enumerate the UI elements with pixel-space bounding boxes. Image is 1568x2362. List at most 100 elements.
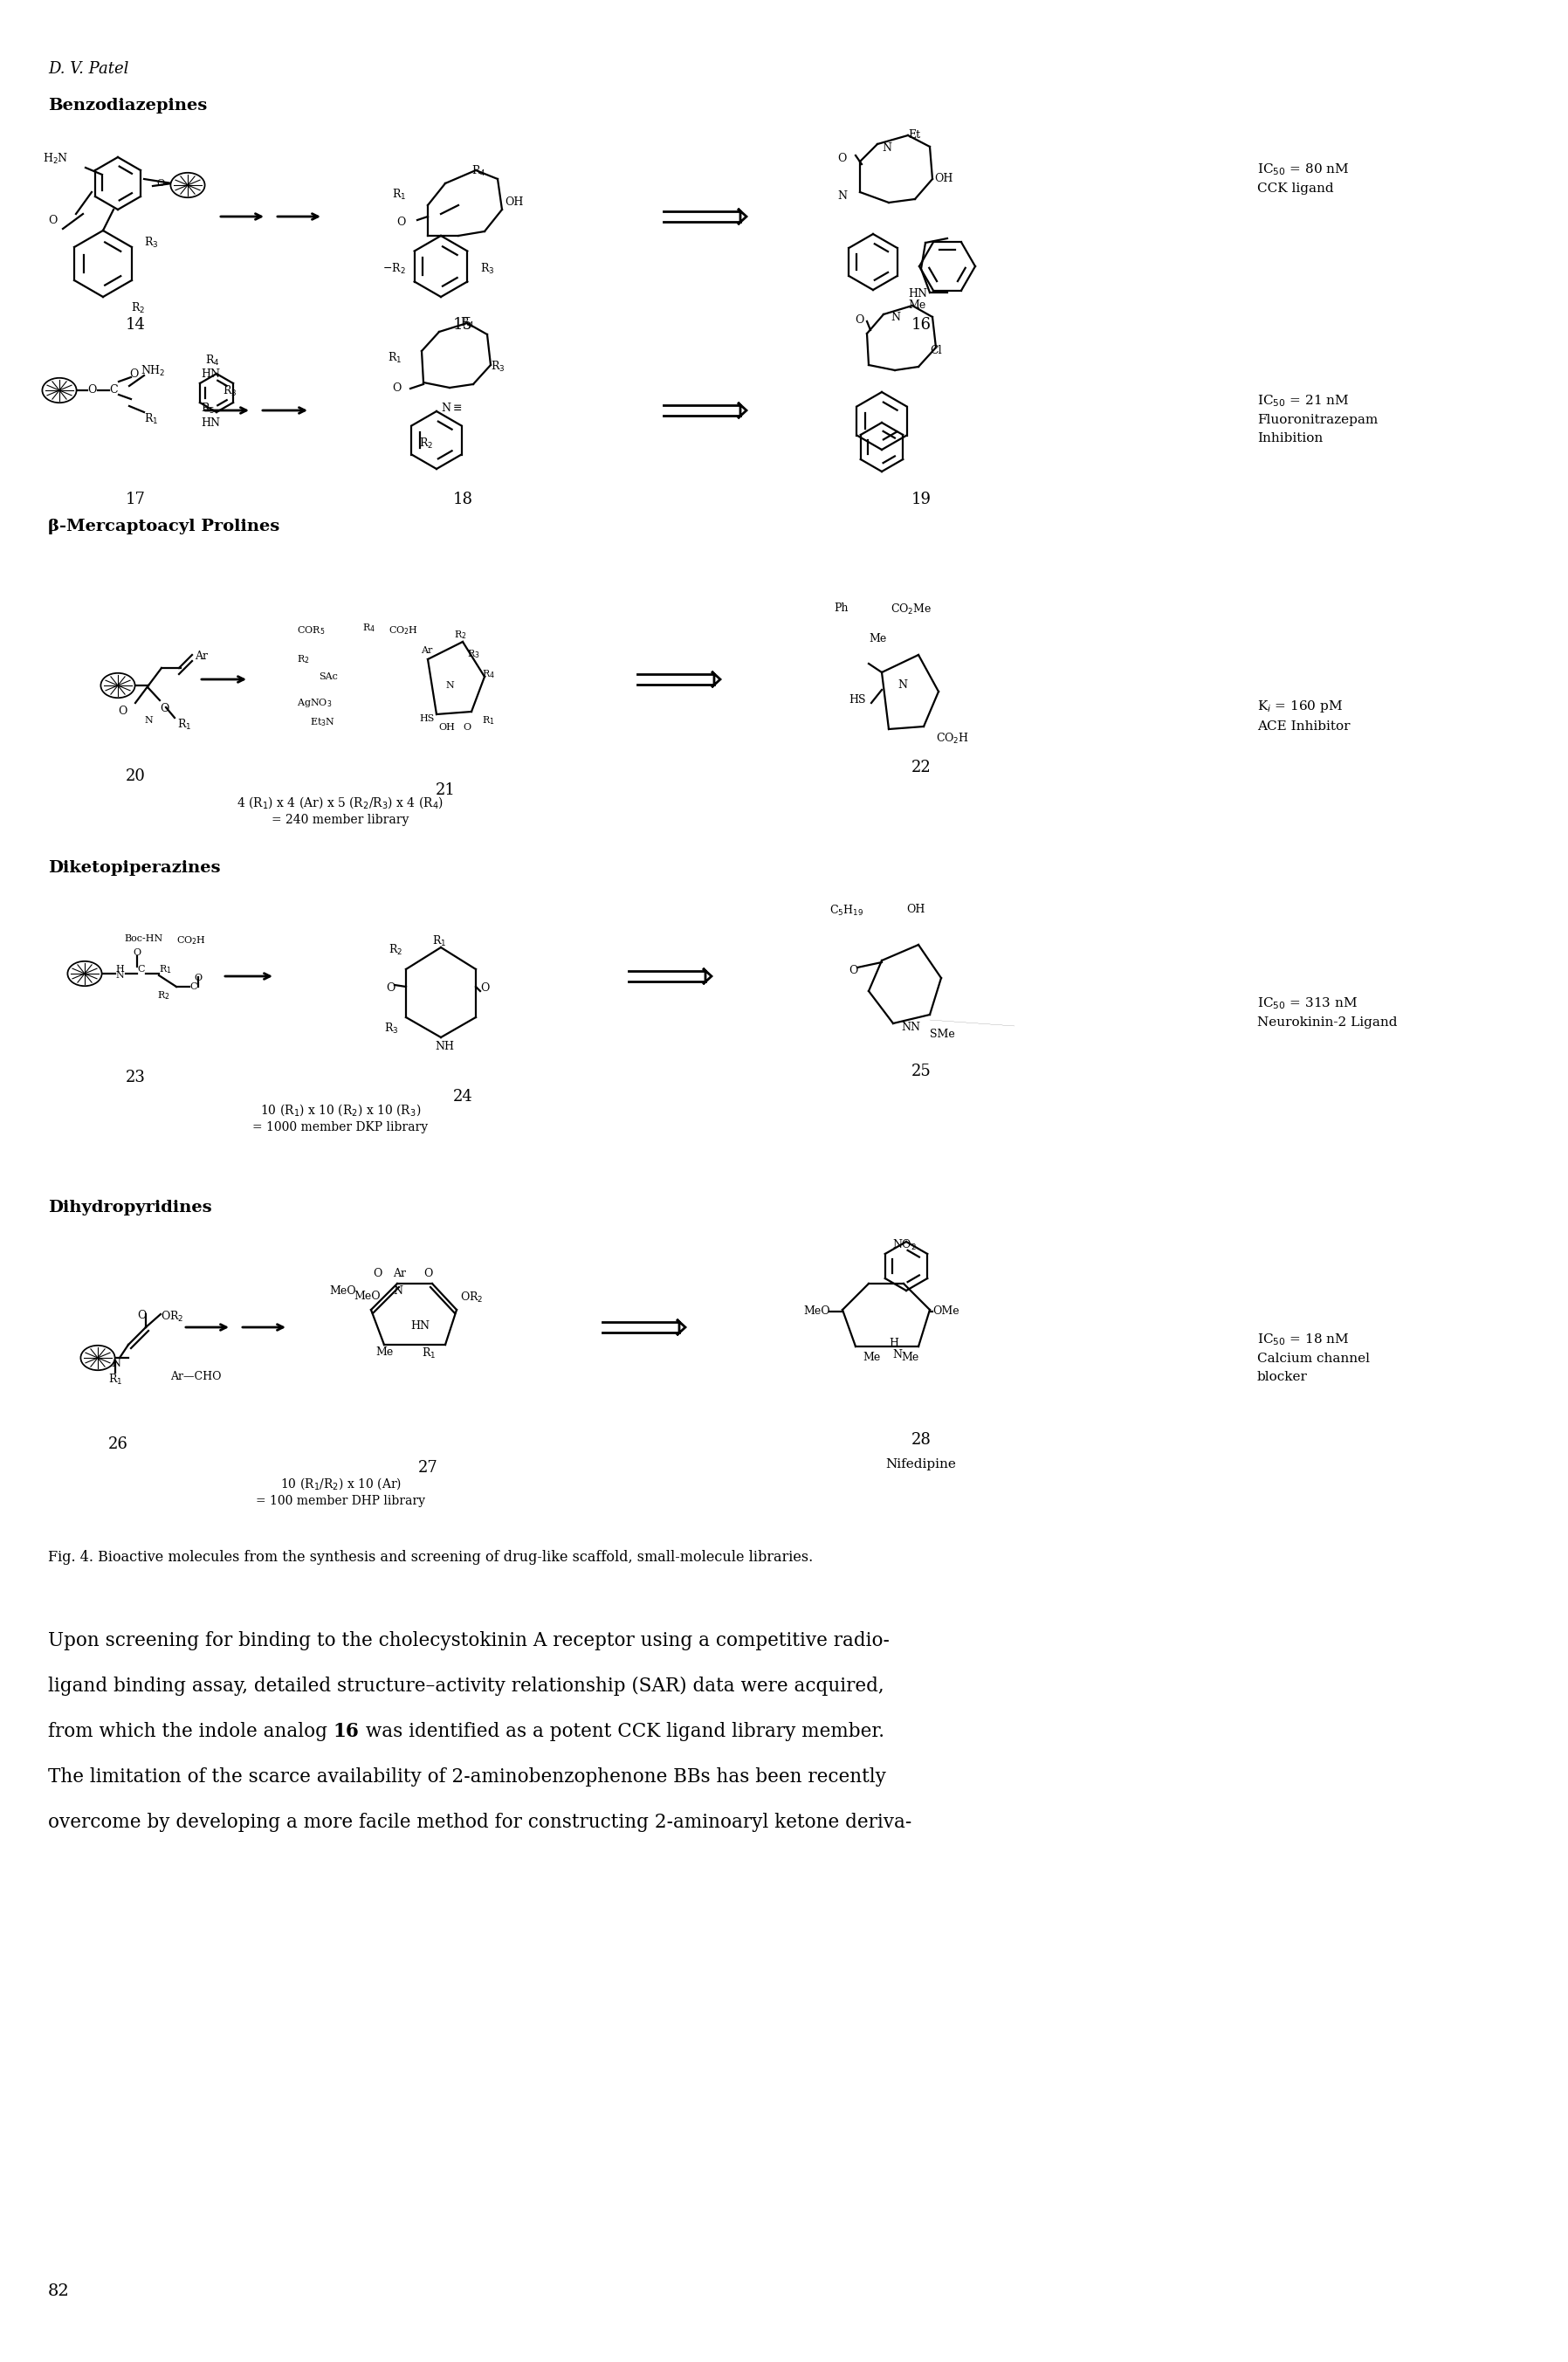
- Text: Ar: Ar: [420, 647, 433, 654]
- Ellipse shape: [80, 1346, 114, 1370]
- Ellipse shape: [69, 964, 100, 985]
- Text: 27: 27: [417, 1460, 437, 1476]
- Text: overcome by developing a more facile method for constructing 2-aminoaryl ketone : overcome by developing a more facile met…: [49, 1812, 911, 1833]
- Text: NH: NH: [434, 1042, 455, 1051]
- Text: K$_i$ = 160 pM
ACE Inhibitor: K$_i$ = 160 pM ACE Inhibitor: [1258, 699, 1350, 732]
- Text: O: O: [463, 723, 470, 732]
- Text: C$_5$H$_{19}$: C$_5$H$_{19}$: [829, 905, 864, 919]
- Text: R$_3$: R$_3$: [144, 236, 158, 250]
- Text: Ar: Ar: [194, 650, 209, 661]
- Text: Dihydropyridines: Dihydropyridines: [49, 1200, 212, 1216]
- Text: N: N: [445, 680, 453, 690]
- Text: Ar: Ar: [394, 1268, 406, 1280]
- Text: R$_3$: R$_3$: [384, 1023, 398, 1035]
- Text: COR$_5$: COR$_5$: [296, 624, 325, 635]
- Text: $\mathregular{-}$R$_2$: $\mathregular{-}$R$_2$: [383, 262, 406, 276]
- Text: HN: HN: [102, 1358, 121, 1370]
- Text: R$_3$: R$_3$: [223, 385, 237, 399]
- Ellipse shape: [102, 676, 133, 697]
- Text: R$_4$: R$_4$: [472, 165, 486, 177]
- Text: Me: Me: [862, 1351, 880, 1363]
- Text: 10 (R$_1$/R$_2$) x 10 (Ar)
= 100 member DHP library: 10 (R$_1$/R$_2$) x 10 (Ar) = 100 member …: [256, 1476, 425, 1507]
- Text: MeO: MeO: [329, 1285, 356, 1297]
- Text: R$_2$: R$_2$: [130, 302, 144, 314]
- Text: O: O: [136, 1311, 146, 1320]
- Polygon shape: [677, 1320, 685, 1335]
- Text: NH$_2$: NH$_2$: [141, 364, 166, 378]
- Text: HN: HN: [201, 418, 220, 430]
- Text: HN: HN: [201, 368, 220, 380]
- Text: 15: 15: [453, 317, 472, 333]
- Text: N: N: [891, 312, 900, 324]
- Text: 17: 17: [125, 491, 146, 508]
- Text: CO$_2$H: CO$_2$H: [176, 935, 205, 947]
- Text: O: O: [129, 368, 138, 380]
- Text: R$_3$: R$_3$: [467, 647, 480, 659]
- Text: R$_4$: R$_4$: [362, 621, 375, 633]
- Text: O: O: [157, 180, 165, 187]
- Text: was identified as a potent CCK ligand library member.: was identified as a potent CCK ligand li…: [359, 1722, 884, 1741]
- Text: N$\equiv$: N$\equiv$: [441, 402, 463, 413]
- Text: R$_1$: R$_1$: [158, 964, 172, 976]
- Text: O: O: [88, 385, 96, 397]
- Text: HS: HS: [848, 694, 866, 706]
- Text: IC$_{50}$ = 313 nM
Neurokinin-2 Ligand: IC$_{50}$ = 313 nM Neurokinin-2 Ligand: [1258, 994, 1397, 1030]
- Text: 22: 22: [911, 761, 931, 775]
- Text: R$_3$: R$_3$: [491, 359, 505, 373]
- Polygon shape: [739, 208, 746, 224]
- Text: O: O: [118, 706, 127, 718]
- Text: 24: 24: [453, 1089, 472, 1105]
- Text: N: N: [837, 191, 847, 201]
- Text: CO$_2$H: CO$_2$H: [936, 732, 969, 746]
- Text: C: C: [136, 966, 144, 973]
- Polygon shape: [739, 402, 746, 418]
- Text: 21: 21: [436, 782, 455, 798]
- Text: N: N: [897, 680, 908, 690]
- Text: R$_5$: R$_5$: [201, 402, 215, 416]
- Text: H: H: [889, 1337, 898, 1349]
- Text: C: C: [110, 385, 118, 397]
- Text: NO$_2$: NO$_2$: [892, 1238, 917, 1252]
- Text: O: O: [848, 966, 858, 976]
- Text: 20: 20: [125, 768, 146, 784]
- Text: Me: Me: [902, 1351, 919, 1363]
- Text: O: O: [194, 973, 202, 983]
- Text: O: O: [373, 1268, 383, 1280]
- Text: N: N: [892, 1349, 902, 1361]
- Text: OR$_2$: OR$_2$: [160, 1311, 183, 1323]
- Text: Ar—CHO: Ar—CHO: [171, 1370, 221, 1382]
- Text: R$_2$: R$_2$: [157, 990, 169, 1001]
- Text: O: O: [386, 983, 395, 994]
- Text: H$_2$N: H$_2$N: [42, 151, 67, 165]
- Text: HS: HS: [419, 713, 434, 723]
- Text: O: O: [837, 154, 847, 165]
- Text: O: O: [49, 215, 56, 227]
- Text: R$_2$: R$_2$: [455, 628, 467, 640]
- Text: O: O: [397, 217, 406, 227]
- Text: C: C: [190, 983, 198, 992]
- Text: R$_1$: R$_1$: [392, 187, 406, 201]
- Text: MeO: MeO: [803, 1306, 829, 1316]
- Text: O: O: [855, 314, 864, 326]
- Text: R$_1$: R$_1$: [433, 935, 447, 950]
- Text: O: O: [133, 947, 141, 957]
- Text: Ph: Ph: [834, 602, 848, 614]
- Text: 26: 26: [108, 1436, 129, 1453]
- Text: SAc: SAc: [318, 673, 337, 680]
- Text: IC$_{50}$ = 18 nM
Calcium channel
blocker: IC$_{50}$ = 18 nM Calcium channel blocke…: [1258, 1332, 1370, 1384]
- Text: Me: Me: [908, 300, 925, 312]
- Text: N: N: [881, 142, 891, 154]
- Text: R$_1$: R$_1$: [422, 1346, 436, 1361]
- Text: Me: Me: [869, 633, 886, 645]
- Text: OH: OH: [906, 905, 925, 914]
- Ellipse shape: [67, 961, 102, 987]
- Text: R$_1$: R$_1$: [108, 1372, 122, 1386]
- Text: N: N: [394, 1285, 403, 1297]
- Text: 14: 14: [125, 317, 146, 333]
- Text: R$_2$: R$_2$: [419, 437, 433, 451]
- Ellipse shape: [44, 380, 75, 402]
- Ellipse shape: [42, 378, 77, 404]
- Text: R$_1$: R$_1$: [144, 411, 158, 425]
- Text: Et$_3$N: Et$_3$N: [310, 716, 336, 727]
- Text: N: N: [144, 716, 152, 725]
